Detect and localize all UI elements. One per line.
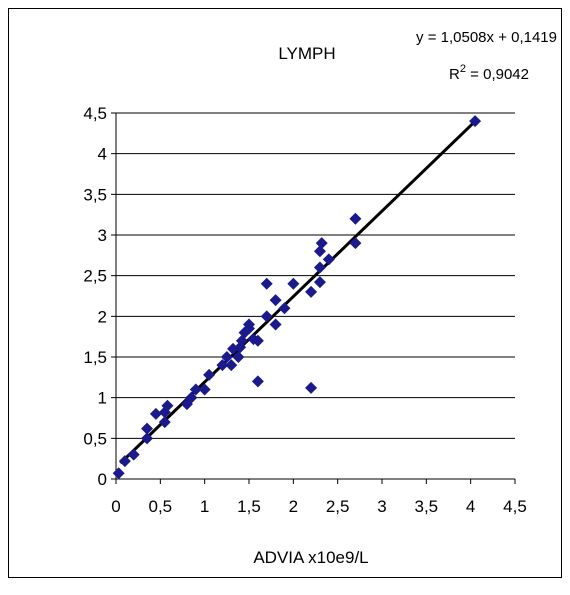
- y-tick-label: 0: [98, 470, 107, 489]
- x-tick-label: 4,5: [503, 497, 527, 516]
- data-point: [158, 416, 171, 429]
- data-point: [189, 383, 202, 396]
- y-tick-label: 1: [98, 389, 107, 408]
- data-point: [269, 294, 282, 307]
- y-tick-label: 2: [98, 307, 107, 326]
- x-tick-label: 2: [289, 497, 298, 516]
- y-tick-label: 1,5: [83, 348, 107, 367]
- trendline-equation: y = 1,0508x + 0,1419: [416, 29, 557, 46]
- x-axis-label: ADVIA x10e9/L: [253, 548, 368, 567]
- data-point: [149, 407, 162, 420]
- data-point: [287, 277, 300, 290]
- data-point: [251, 375, 264, 388]
- x-tick-label: 1,5: [237, 497, 261, 516]
- data-point: [203, 368, 216, 381]
- y-tick-label: 3,5: [83, 185, 107, 204]
- data-point: [260, 310, 273, 323]
- data-point: [220, 351, 233, 363]
- x-tick-labels: 0 0,5 1 1,5 2 2,5 3 3,5 4 4,5: [111, 497, 527, 516]
- x-tick-label: 0: [111, 497, 120, 516]
- axes: [111, 112, 516, 484]
- data-point: [225, 359, 238, 372]
- data-point: [313, 261, 326, 274]
- data-point: [127, 448, 140, 461]
- x-tick-label: 4: [466, 497, 475, 516]
- data-point: [232, 351, 245, 363]
- data-point: [313, 276, 326, 289]
- data-point: [141, 432, 154, 445]
- r-squared-value: = 0,9042: [466, 66, 529, 83]
- x-tick-label: 3: [377, 497, 386, 516]
- data-points: [112, 115, 482, 480]
- chart-frame: LYMPH y = 1,0508x + 0,1419 R2 = 0,9042 0…: [8, 8, 562, 578]
- y-tick-label: 2,5: [83, 267, 107, 286]
- data-point: [349, 212, 362, 225]
- data-point: [305, 381, 318, 394]
- data-point: [243, 318, 255, 331]
- data-point: [198, 383, 211, 396]
- data-point: [247, 333, 260, 346]
- y-tick-label: 3: [98, 226, 107, 245]
- gridlines: [116, 112, 515, 439]
- data-point: [251, 334, 264, 347]
- data-point: [305, 285, 318, 298]
- data-point: [469, 115, 482, 128]
- y-tick-label: 0,5: [83, 429, 107, 448]
- scatter-chart: LYMPH y = 1,0508x + 0,1419 R2 = 0,9042 0…: [83, 29, 557, 567]
- x-tick-label: 3,5: [415, 497, 439, 516]
- trendline: [119, 120, 477, 465]
- x-tick-label: 2,5: [326, 497, 350, 516]
- data-point: [185, 391, 198, 404]
- r-squared-prefix: R: [449, 66, 460, 83]
- data-point: [118, 455, 131, 468]
- chart-title: LYMPH: [278, 44, 335, 63]
- data-point: [315, 237, 328, 250]
- r-squared-label: R2 = 0,9042: [449, 63, 529, 83]
- data-point: [141, 422, 154, 435]
- data-point: [216, 359, 229, 372]
- y-tick-labels: 0 0,5 1 1,5 2 2,5 3 3,5 4 4,5: [83, 104, 107, 489]
- data-point: [260, 277, 273, 290]
- data-point: [112, 467, 125, 480]
- trendline-group: [119, 120, 477, 465]
- y-tick-label: 4: [98, 145, 107, 164]
- x-tick-label: 0,5: [149, 497, 173, 516]
- data-point: [349, 237, 362, 250]
- data-point: [313, 245, 326, 258]
- y-tick-label: 4,5: [83, 104, 107, 123]
- data-point: [322, 253, 335, 266]
- data-point: [161, 399, 174, 412]
- x-tick-label: 1: [200, 497, 209, 516]
- data-point: [278, 302, 291, 315]
- data-point: [269, 318, 282, 331]
- r-squared-superscript: 2: [460, 63, 466, 75]
